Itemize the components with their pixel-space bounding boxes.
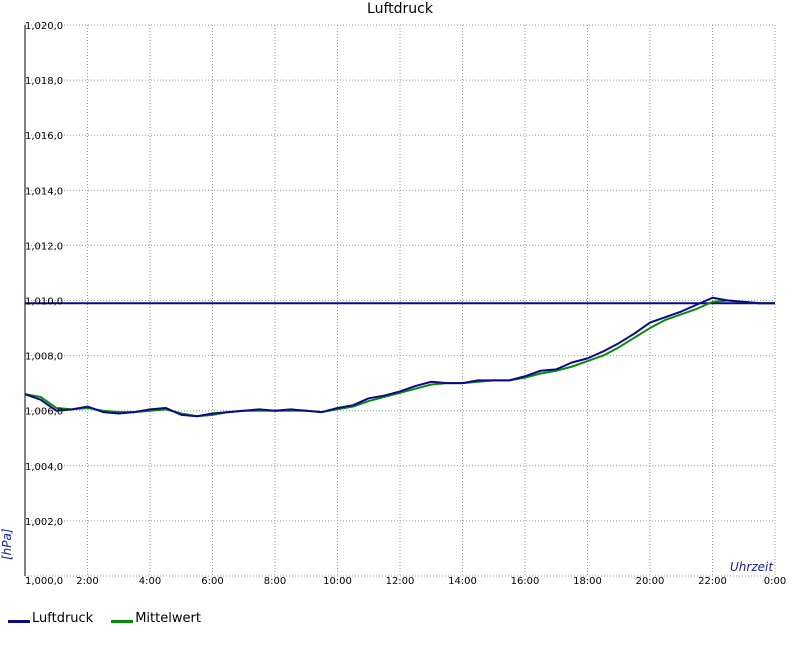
- legend-item-mittelwert: Mittelwert: [111, 611, 201, 626]
- series-line-luftdruck: [24, 296, 775, 418]
- x-tick-label: 12:00: [386, 576, 415, 587]
- x-tick-label: 8:00: [264, 576, 286, 587]
- x-axis-label: Uhrzeit: [730, 560, 774, 574]
- y-tick-label: 1,000,0: [25, 576, 63, 587]
- tick-labels: 2:00 4:00 6:00 8:00 10:00 12:00 14:00 16:00 18:0…: [25, 21, 786, 587]
- series-line-mittelwert: [24, 299, 775, 418]
- x-tick-label: 14:00: [448, 576, 477, 587]
- y-tick-label: 1,004,0: [25, 462, 63, 473]
- y-tick-label: 1,006,0: [25, 407, 63, 418]
- y-tick-label: 1,016,0: [25, 131, 63, 142]
- x-tick-label: 4:00: [139, 576, 161, 587]
- grid: [24, 24, 776, 577]
- y-axis-label: [hPa]: [0, 528, 14, 560]
- legend-item-luftdruck: Luftdruck: [8, 611, 93, 626]
- legend-label-luftdruck: Luftdruck: [32, 610, 94, 626]
- y-tick-label: 1,002,0: [25, 517, 63, 528]
- y-tick-label: 1,008,0: [25, 352, 63, 363]
- legend-label-mittelwert: Mittelwert: [135, 610, 201, 626]
- x-tick-label: 20:00: [636, 576, 665, 587]
- x-tick-label: 22:00: [698, 576, 727, 587]
- x-tick-label: 0:00: [764, 576, 786, 587]
- series-layer: [24, 296, 775, 418]
- y-tick-label: 1,010,0: [25, 297, 63, 308]
- legend-swatch-luftdruck: [8, 619, 30, 623]
- y-tick-label: 1,020,0: [25, 21, 63, 32]
- legend-swatch-mittelwert: [111, 619, 134, 623]
- chart-title: Luftdruck: [367, 1, 434, 17]
- x-tick-label: 18:00: [573, 576, 602, 587]
- y-tick-label: 1,014,0: [25, 186, 63, 197]
- x-tick-label: 6:00: [201, 576, 223, 587]
- legend: Luftdruck Mittelwert: [8, 608, 219, 628]
- x-tick-label: 10:00: [323, 576, 352, 587]
- y-tick-label: 1,018,0: [25, 76, 63, 87]
- y-tick-label: 1,012,0: [25, 241, 63, 252]
- x-tick-label: 16:00: [511, 576, 540, 587]
- x-tick-label: 2:00: [76, 576, 98, 587]
